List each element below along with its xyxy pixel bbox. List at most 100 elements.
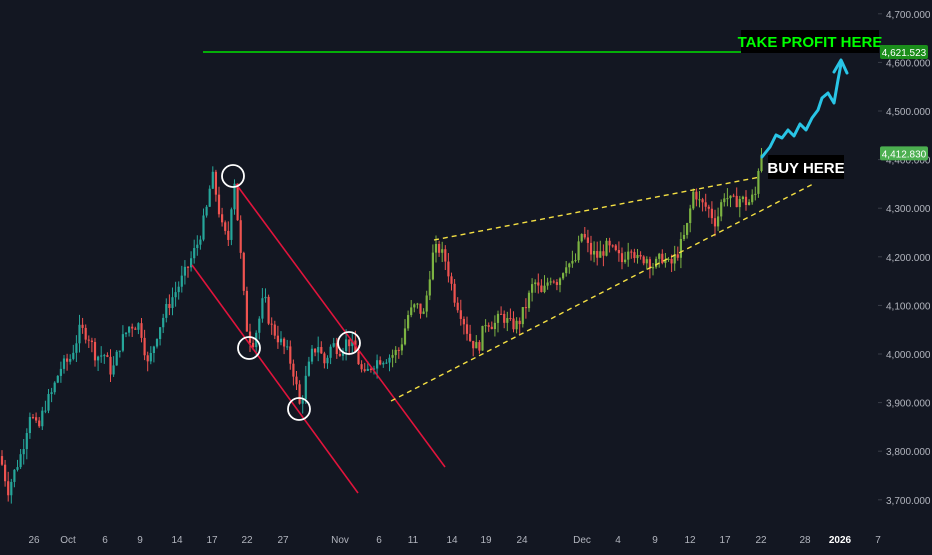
candle-body <box>413 304 416 308</box>
price-axis-label: 4,400.000 <box>886 156 931 167</box>
candle-body <box>760 154 763 171</box>
candle-body <box>162 317 165 328</box>
candle-body <box>376 360 379 369</box>
candle-body <box>53 382 56 393</box>
candle-body <box>19 454 22 468</box>
candle-body <box>540 285 543 293</box>
candle-body <box>69 358 72 362</box>
candle-body <box>149 352 152 362</box>
candle-body <box>372 368 376 370</box>
candle-body <box>518 320 521 325</box>
candle-body <box>754 193 757 195</box>
candle-body <box>543 285 546 293</box>
time-axis-label: 14 <box>446 535 458 546</box>
candle-body <box>338 353 341 356</box>
candle-body <box>608 240 611 246</box>
candle-body <box>78 324 81 344</box>
candle-body <box>211 171 214 189</box>
take-profit-price-badge: 4,621.523 <box>880 44 928 59</box>
candle-body <box>490 326 493 330</box>
wedge-upper-line <box>433 176 761 241</box>
time-axis-label: Dec <box>573 535 591 546</box>
candle-body <box>307 361 310 376</box>
candle-body <box>630 251 633 253</box>
candle-body <box>422 311 425 314</box>
candle-body <box>258 318 261 333</box>
candle-body <box>555 282 558 285</box>
candle-body <box>174 292 177 298</box>
candle-body <box>484 325 487 327</box>
time-axis-label: 6 <box>376 535 382 546</box>
candle-body <box>391 355 394 358</box>
candle-body <box>462 318 465 325</box>
candle-body <box>292 363 295 377</box>
candle-body <box>738 199 741 208</box>
candle-body <box>571 260 574 264</box>
candle-body <box>41 410 44 427</box>
candle-body <box>689 208 692 224</box>
candle-body <box>549 281 552 283</box>
buy-label-bg <box>768 155 844 179</box>
candle-body <box>748 202 751 205</box>
candle-body <box>276 335 279 343</box>
candle-body <box>186 266 190 268</box>
candle-body <box>456 302 459 311</box>
candle-body <box>438 243 441 253</box>
candle-body <box>664 259 667 264</box>
candle-body <box>4 464 7 482</box>
candle-body <box>729 195 732 199</box>
candle-body <box>270 323 273 325</box>
candle-body <box>112 365 115 375</box>
candle-body <box>686 223 689 235</box>
candle-body <box>75 343 78 353</box>
projection-path <box>760 58 849 159</box>
candle-body <box>577 241 580 261</box>
candle-body <box>617 250 620 254</box>
channel-upper-line <box>235 183 446 468</box>
time-axis: 26 Oct 6 9 14 17 22 27 Nov 6 11 14 19 24 Dec 4 9 12 17 22 28… <box>28 535 881 546</box>
candle-body <box>695 191 698 200</box>
candle-body <box>140 323 143 338</box>
candle-body <box>682 234 686 240</box>
candle-body <box>348 339 351 347</box>
candle-body <box>465 324 469 334</box>
candle-body <box>506 318 509 323</box>
candle-body <box>403 328 407 345</box>
candle-body <box>245 290 248 332</box>
projection-arrowhead <box>832 58 849 75</box>
candle-body <box>444 249 447 262</box>
candle-body <box>710 208 713 219</box>
take-profit-price-badge-bg <box>880 44 928 59</box>
candle-body <box>217 194 221 215</box>
candle-body <box>661 253 664 264</box>
candle-body <box>224 222 227 231</box>
candle-body <box>242 252 245 291</box>
buy-label-text: BUY HERE <box>767 160 844 177</box>
touch-circles <box>221 164 361 421</box>
time-axis-label: 7 <box>875 535 881 546</box>
price-axis-label: 3,800.000 <box>886 447 931 458</box>
candle-body <box>707 206 710 209</box>
touch-circle <box>337 331 361 355</box>
take-profit-label: TAKE PROFIT HERE <box>738 30 882 53</box>
price-axis-label: 3,700.000 <box>886 496 931 507</box>
candle-body <box>289 346 292 364</box>
candle-body <box>701 199 704 203</box>
candle-body <box>562 273 565 279</box>
candle-body <box>28 417 31 434</box>
candle-body <box>382 362 385 365</box>
candle-body <box>589 242 593 255</box>
candle-body <box>596 251 599 258</box>
candle-body <box>496 313 500 323</box>
candle-body <box>524 307 527 309</box>
candle-body <box>611 245 614 247</box>
candle-body <box>723 198 726 203</box>
candle-body <box>22 449 25 455</box>
candle-body <box>298 384 301 404</box>
candle-body <box>512 318 515 330</box>
candle-body <box>239 220 242 253</box>
candle-body <box>546 282 549 286</box>
price-axis-label: 4,300.000 <box>886 204 931 215</box>
